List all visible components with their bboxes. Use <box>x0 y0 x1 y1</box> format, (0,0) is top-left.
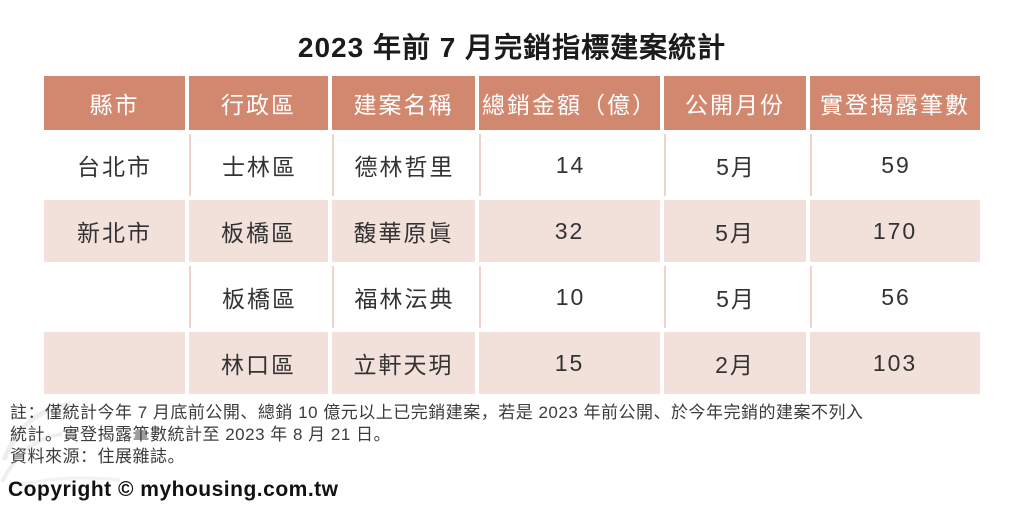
footnote-line-3: 資料來源：住展雜誌。 <box>10 447 185 466</box>
cell-month: 2月 <box>664 332 806 394</box>
cell-project: 德林哲里 <box>332 134 475 196</box>
cell-amount: 14 <box>479 134 660 196</box>
cell-project: 馥華原眞 <box>332 200 475 262</box>
cell-month: 5月 <box>664 134 806 196</box>
col-header-amount: 總銷金額（億） <box>479 76 660 130</box>
table-row: 林口區 立軒天玥 15 2月 103 <box>44 332 980 394</box>
cell-district: 林口區 <box>189 332 328 394</box>
cell-project: 福林沄典 <box>332 266 475 328</box>
col-header-city: 縣市 <box>44 76 185 130</box>
cell-city: 新北市 <box>44 200 185 262</box>
col-header-project: 建案名稱 <box>332 76 475 130</box>
cell-count: 103 <box>810 332 980 394</box>
cell-city: 台北市 <box>44 134 185 196</box>
cell-count: 59 <box>810 134 980 196</box>
col-header-district: 行政區 <box>189 76 328 130</box>
page-title: 2023 年前 7 月完銷指標建案統計 <box>297 32 727 63</box>
cell-district: 士林區 <box>189 134 328 196</box>
footnote-line-1: 註：僅統計今年 7 月底前公開、總銷 10 億元以上已完銷建案，若是 2023 … <box>10 403 864 422</box>
cell-count: 56 <box>810 266 980 328</box>
cell-amount: 32 <box>479 200 660 262</box>
cell-month: 5月 <box>664 200 806 262</box>
cell-city <box>44 266 185 328</box>
watermark-logo-icon <box>0 401 121 490</box>
cell-count: 170 <box>810 200 980 262</box>
col-header-month: 公開月份 <box>664 76 806 130</box>
cell-month: 5月 <box>664 266 806 328</box>
cell-amount: 10 <box>479 266 660 328</box>
col-header-count: 實登揭露筆數 <box>810 76 980 130</box>
copyright: Copyright © myhousing.com.tw <box>8 478 339 501</box>
sold-out-projects-table: 縣市 行政區 建案名稱 總銷金額（億） 公開月份 實登揭露筆數 台北市 士林區 … <box>40 72 984 398</box>
table-row: 板橋區 福林沄典 10 5月 56 <box>44 266 980 328</box>
table-row: 台北市 士林區 德林哲里 14 5月 59 <box>44 134 980 196</box>
footnote-line-2: 統計。實登揭露筆數統計至 2023 年 8 月 21 日。 <box>10 425 392 444</box>
cell-district: 板橋區 <box>189 200 328 262</box>
table-header-row: 縣市 行政區 建案名稱 總銷金額（億） 公開月份 實登揭露筆數 <box>44 76 980 130</box>
cell-district: 板橋區 <box>189 266 328 328</box>
cell-project: 立軒天玥 <box>332 332 475 394</box>
footnote: 註：僅統計今年 7 月底前公開、總銷 10 億元以上已完銷建案，若是 2023 … <box>10 402 1024 468</box>
table-row: 新北市 板橋區 馥華原眞 32 5月 170 <box>44 200 980 262</box>
cell-city <box>44 332 185 394</box>
cell-amount: 15 <box>479 332 660 394</box>
